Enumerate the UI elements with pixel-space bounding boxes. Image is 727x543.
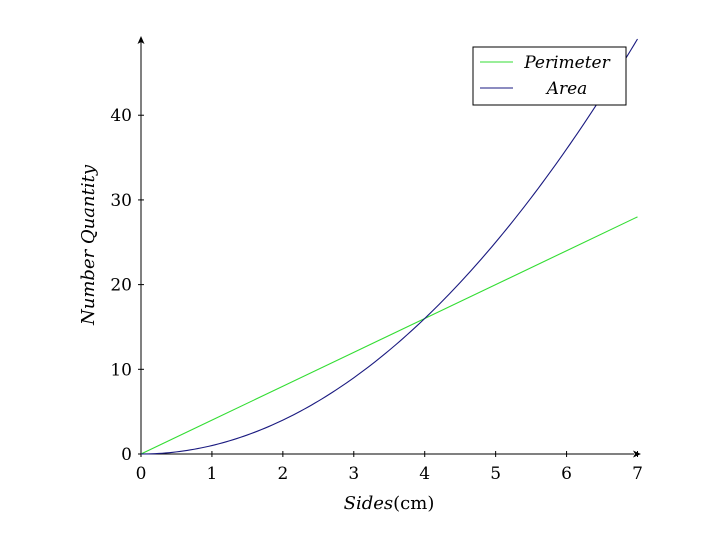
x-tick-label: 5 [490,464,501,484]
x-tick-label: 2 [277,464,288,484]
legend-label-perimeter: Perimeter [523,53,610,73]
y-tick-label: 40 [110,106,132,126]
x-tick-label: 7 [632,464,643,484]
y-axis-arrow [137,36,145,44]
y-tick-label: 30 [110,191,132,211]
x-tick-label: 6 [561,464,572,484]
series-line-perimeter [141,216,638,455]
legend-box [472,46,627,106]
y-tick-label: 10 [110,360,132,380]
y-axis-label: Number Quantity [78,164,99,326]
x-tick-label: 0 [136,464,147,484]
x-axis-label: Sides(cm) [344,493,435,514]
y-tick-label: 0 [121,445,132,465]
y-tick-label: 20 [110,276,132,296]
x-tick-label: 1 [207,464,218,484]
legend-label-area: Area [545,79,588,99]
legend: Perimeter Area [472,46,627,106]
series [141,38,638,455]
ticks: 0 1 2 3 4 5 6 7 0 10 20 30 40 [110,106,643,484]
series-line-area [141,38,638,455]
x-tick-label: 4 [419,464,430,484]
x-tick-label: 3 [348,464,359,484]
